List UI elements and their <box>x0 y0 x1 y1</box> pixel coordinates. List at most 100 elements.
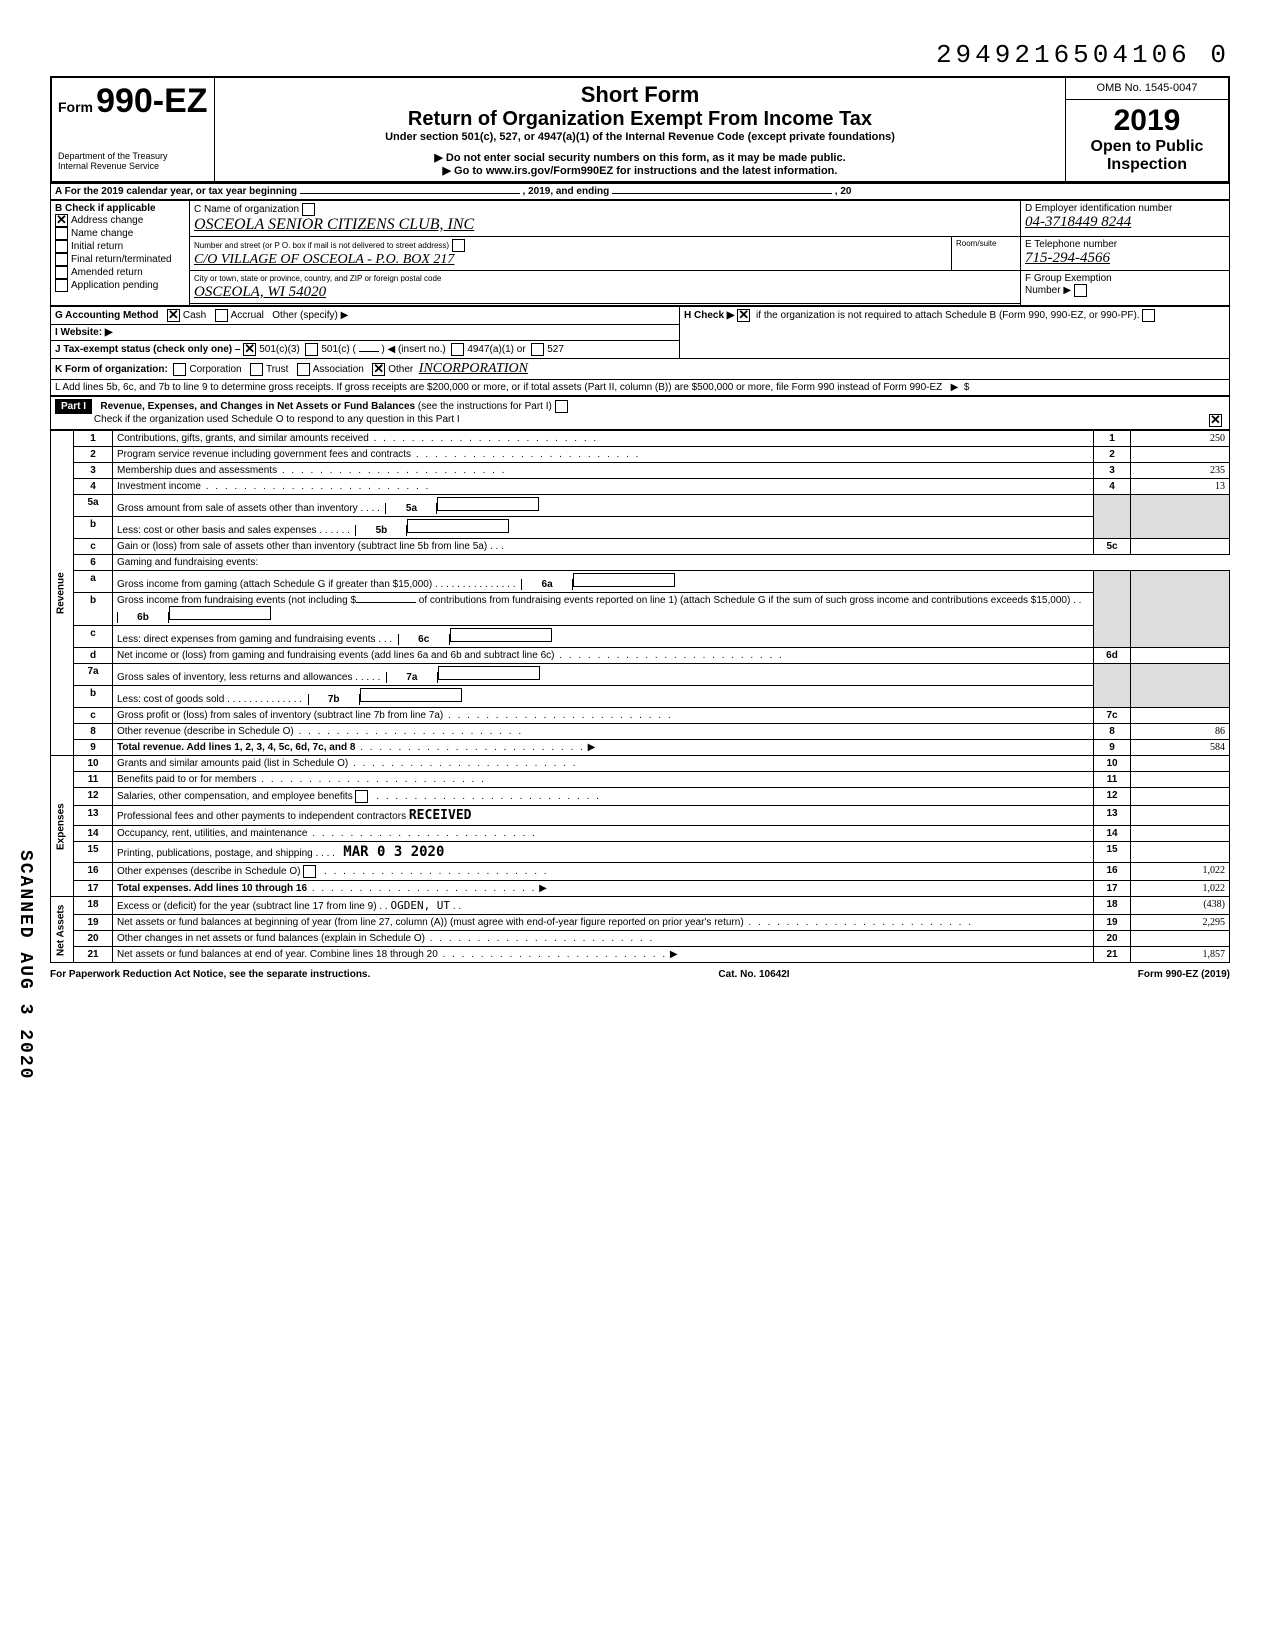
ln13-box: 13 <box>1094 806 1131 826</box>
check-501c3[interactable] <box>243 343 256 356</box>
ln2-val[interactable] <box>1131 447 1230 463</box>
ln1-val[interactable]: 250 <box>1131 431 1230 447</box>
ln19-box: 19 <box>1094 915 1131 931</box>
g-other: Other (specify) ▶ <box>272 310 348 321</box>
f-label: F Group Exemption <box>1025 273 1112 284</box>
ln18-box: 18 <box>1094 897 1131 915</box>
check-501c[interactable] <box>305 343 318 356</box>
ln7c-text: Gross profit or (loss) from sales of inv… <box>117 710 443 721</box>
j-4947: 4947(a)(1) or <box>467 344 525 355</box>
h-text: if the organization is not required to a… <box>756 310 1140 321</box>
ln15-text: Printing, publications, postage, and shi… <box>117 848 313 859</box>
ghijkl-block: G Accounting Method Cash Accrual Other (… <box>50 306 1230 396</box>
ln5c-text: Gain or (loss) from sale of assets other… <box>117 541 487 552</box>
k-other-val: INCORPORATION <box>419 361 528 376</box>
street-check[interactable] <box>452 239 465 252</box>
ln21-val[interactable]: 1,857 <box>1131 947 1230 963</box>
check-accrual[interactable] <box>215 309 228 322</box>
ln18-text: Excess or (deficit) for the year (subtra… <box>117 901 377 912</box>
ln4-val[interactable]: 13 <box>1131 479 1230 495</box>
ln12-val[interactable] <box>1131 788 1230 806</box>
ln3-text: Membership dues and assessments <box>117 465 277 476</box>
ln16-check[interactable] <box>303 865 316 878</box>
ln14-val[interactable] <box>1131 826 1230 842</box>
ln16-box: 16 <box>1094 863 1131 881</box>
ln8-val[interactable]: 86 <box>1131 724 1230 740</box>
dept-line-2: Internal Revenue Service <box>58 161 208 171</box>
ln1-box: 1 <box>1094 431 1131 447</box>
b-initial: Initial return <box>71 241 123 252</box>
f-label2: Number ▶ <box>1025 285 1071 296</box>
g-label: G Accounting Method <box>55 310 159 321</box>
check-app-pending[interactable] <box>55 279 68 292</box>
c-label: C Name of organization <box>194 204 299 215</box>
f-check[interactable] <box>1074 284 1087 297</box>
j-label: J Tax-exempt status (check only one) – <box>55 344 240 355</box>
received-stamp: RECEIVED <box>409 808 472 823</box>
ln4-text: Investment income <box>117 481 201 492</box>
ln12-box: 12 <box>1094 788 1131 806</box>
footer-mid: Cat. No. 10642I <box>718 969 789 980</box>
ln17-val[interactable]: 1,022 <box>1131 881 1230 897</box>
ln9-val[interactable]: 584 <box>1131 740 1230 756</box>
ln20-box: 20 <box>1094 931 1131 947</box>
check-cash[interactable] <box>167 309 180 322</box>
check-h[interactable] <box>737 309 750 322</box>
check-assoc[interactable] <box>297 363 310 376</box>
org-name: OSCEOLA SENIOR CITIZENS CLUB, INC <box>194 216 474 233</box>
ln11-text: Benefits paid to or for members <box>117 774 257 785</box>
b-app-pending: Application pending <box>71 280 158 291</box>
line-a-mid: , 2019, and ending <box>523 186 610 197</box>
b-name-change: Name change <box>71 228 133 239</box>
city-value: OSCEOLA, WI 54020 <box>194 284 326 300</box>
d-label: D Employer identification number <box>1025 203 1172 214</box>
ln3-val[interactable]: 235 <box>1131 463 1230 479</box>
line-a-end: , 20 <box>835 186 852 197</box>
ln6a-text: Gross income from gaming (attach Schedul… <box>117 579 432 590</box>
h-end-check[interactable] <box>1142 309 1155 322</box>
form-number: 990-EZ <box>96 82 208 120</box>
check-amended[interactable] <box>55 266 68 279</box>
note-ssn: ▶ Do not enter social security numbers o… <box>221 151 1059 164</box>
identity-block: B Check if applicable Address change Nam… <box>50 200 1230 306</box>
ln5c-val[interactable] <box>1131 539 1230 555</box>
i-label: I Website: ▶ <box>55 327 113 338</box>
ln16-val[interactable]: 1,022 <box>1131 863 1230 881</box>
check-527[interactable] <box>531 343 544 356</box>
check-other[interactable] <box>372 363 385 376</box>
k-assoc: Association <box>313 364 364 375</box>
ln12-text: Salaries, other compensation, and employ… <box>117 791 353 802</box>
ln18-val[interactable]: (438) <box>1131 897 1230 915</box>
date-stamp: MAR 0 3 2020 <box>343 844 444 860</box>
ln19-val[interactable]: 2,295 <box>1131 915 1230 931</box>
j-501c3: 501(c)(3) <box>259 344 300 355</box>
short-form-title: Short Form <box>221 82 1059 108</box>
check-final[interactable] <box>55 253 68 266</box>
line-a-row: A For the 2019 calendar year, or tax yea… <box>50 183 1230 200</box>
ln6d-val[interactable] <box>1131 648 1230 664</box>
ln5c-box: 5c <box>1094 539 1131 555</box>
check-name-change[interactable] <box>55 227 68 240</box>
ln10-val[interactable] <box>1131 756 1230 772</box>
check-initial[interactable] <box>55 240 68 253</box>
c-check[interactable] <box>302 203 315 216</box>
k-other: Other <box>388 364 413 375</box>
ln7c-val[interactable] <box>1131 708 1230 724</box>
check-corp[interactable] <box>173 363 186 376</box>
ln19-text: Net assets or fund balances at beginning… <box>117 917 744 928</box>
ln13-val[interactable] <box>1131 806 1230 826</box>
check-address-change[interactable] <box>55 214 68 227</box>
ln15-val[interactable] <box>1131 842 1230 863</box>
ln7a-inbox: 7a <box>386 672 438 683</box>
part1-schedo-check[interactable] <box>1209 414 1222 427</box>
part1-instr-check[interactable] <box>555 400 568 413</box>
ln7c-box: 7c <box>1094 708 1131 724</box>
ln11-box: 11 <box>1094 772 1131 788</box>
ln12-check[interactable] <box>355 790 368 803</box>
ln11-val[interactable] <box>1131 772 1230 788</box>
ln7b-text: Less: cost of goods sold <box>117 694 224 705</box>
check-4947[interactable] <box>451 343 464 356</box>
part1-title2: (see the instructions for Part I) <box>418 401 552 412</box>
ln20-val[interactable] <box>1131 931 1230 947</box>
check-trust[interactable] <box>250 363 263 376</box>
